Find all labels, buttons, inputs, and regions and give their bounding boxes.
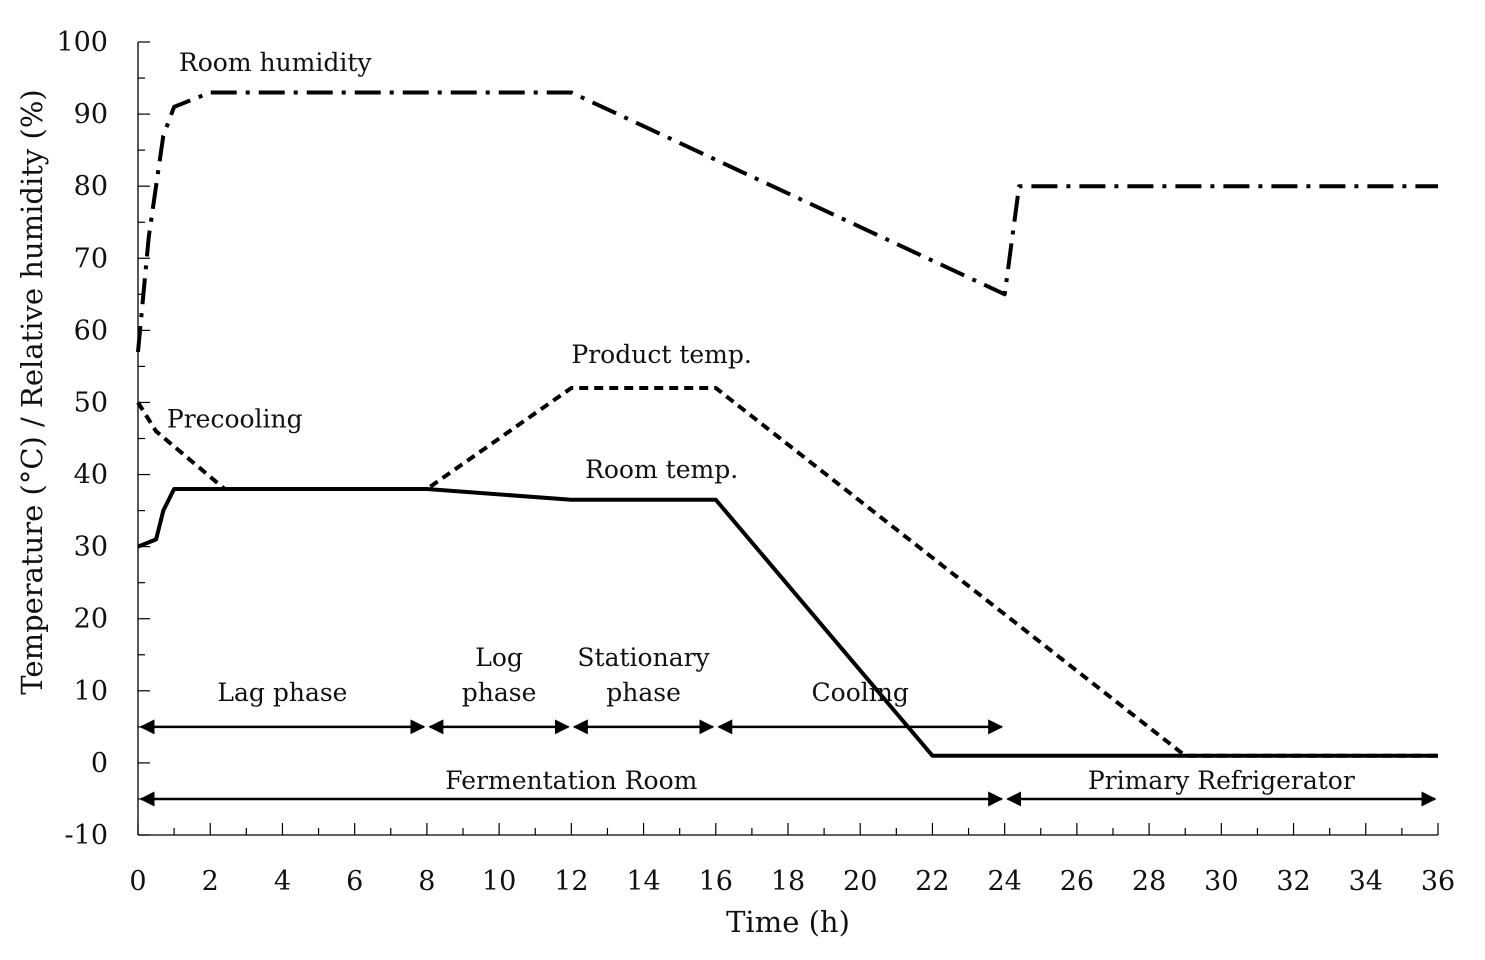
y-tick-label: 100 [56, 27, 108, 58]
location-label: Fermentation Room [445, 766, 697, 795]
y-tick-label: 40 [74, 460, 108, 491]
location-label: Primary Refrigerator [1088, 766, 1355, 795]
y-tick-label: 0 [91, 748, 108, 779]
phase-label: Lag phase [217, 678, 347, 707]
x-tick-label: 16 [699, 866, 733, 897]
x-tick-label: 36 [1421, 866, 1455, 897]
y-tick-label: 10 [74, 676, 108, 707]
y-axis-title: Temperature (°C) / Relative humidity (%) [15, 89, 49, 694]
plot-area [136, 90, 1438, 758]
room-humidity-line [136, 90, 1438, 353]
y-tick-label: 20 [74, 604, 108, 635]
x-axis-title: Time (h) [726, 905, 850, 939]
x-tick-label: 30 [1204, 866, 1238, 897]
x-tick-label: 8 [418, 866, 435, 897]
y-tick-label: 30 [74, 532, 108, 563]
x-tick-label: 14 [626, 866, 660, 897]
phase-label: Log [475, 643, 523, 672]
x-tick-label: 24 [987, 866, 1021, 897]
product-temp-line [136, 386, 1438, 758]
series-label: Product temp. [571, 340, 751, 369]
x-tick-label: 28 [1132, 866, 1166, 897]
annotations: Room humidity Product temp. Room temp. Prec… [139, 48, 1437, 807]
annotation-label: Precooling [167, 405, 303, 434]
x-tick-label: 26 [1060, 866, 1094, 897]
x-tick-label: 0 [129, 866, 146, 897]
x-tick-label: 34 [1349, 866, 1383, 897]
y-tick-label: 80 [74, 171, 108, 202]
series-label: Room humidity [179, 48, 373, 77]
x-tick-label: 12 [554, 866, 588, 897]
room-temp-line [137, 487, 1438, 758]
y-tick-label: 50 [74, 387, 108, 418]
phase-label: Stationary [577, 643, 710, 672]
series-label: Room temp. [585, 455, 738, 484]
x-tick-label: 22 [915, 866, 949, 897]
x-tick-label: 4 [274, 866, 291, 897]
x-tick-label: 20 [843, 866, 877, 897]
y-tick-label: 90 [74, 99, 108, 130]
phase-label: Cooling [812, 678, 909, 707]
x-tick-label: 18 [771, 866, 805, 897]
x-tick-label: 2 [202, 866, 219, 897]
y-tick-label: 60 [74, 315, 108, 346]
x-tick-label: 6 [346, 866, 363, 897]
x-tick-label: 32 [1276, 866, 1310, 897]
x-tick-label: 10 [482, 866, 516, 897]
phase-label: phase [606, 678, 681, 707]
y-tick-label: -10 [65, 820, 108, 851]
phase-label: phase [462, 678, 537, 707]
y-tick-label: 70 [74, 243, 108, 274]
